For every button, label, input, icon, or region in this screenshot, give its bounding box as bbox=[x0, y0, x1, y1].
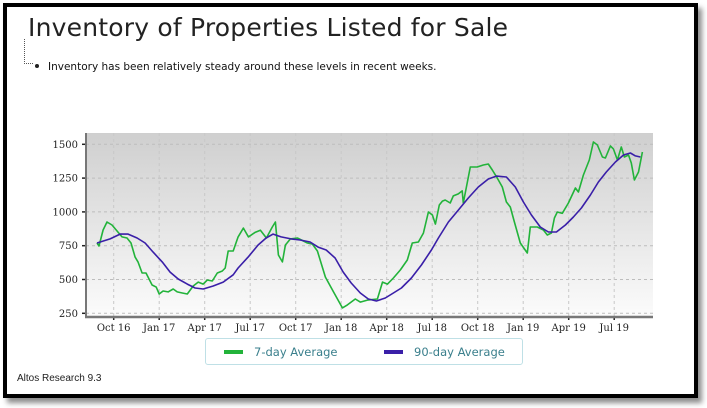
svg-text:250: 250 bbox=[59, 309, 78, 320]
svg-text:Apr 19: Apr 19 bbox=[551, 323, 586, 334]
svg-text:1000: 1000 bbox=[53, 207, 78, 218]
data-series bbox=[96, 141, 644, 309]
legend-label: 90-day Average bbox=[414, 344, 505, 359]
svg-text:Jan 19: Jan 19 bbox=[506, 323, 539, 334]
page-title: Inventory of Properties Listed for Sale bbox=[28, 13, 509, 42]
axes bbox=[82, 133, 653, 320]
legend-item-7-day[interactable]: 7-day Average bbox=[224, 339, 338, 364]
footer-source: Altos Research 9.3 bbox=[17, 373, 102, 384]
series-90-day-line bbox=[96, 152, 641, 302]
series-7-day-line bbox=[96, 141, 644, 309]
svg-text:750: 750 bbox=[59, 241, 78, 252]
y-axis-labels: 250 500 750 1000 1250 1500 bbox=[53, 140, 78, 320]
svg-text:Jan 18: Jan 18 bbox=[324, 323, 357, 334]
svg-text:1250: 1250 bbox=[53, 174, 78, 185]
svg-text:Oct 18: Oct 18 bbox=[461, 323, 495, 334]
bullet-connector bbox=[24, 39, 33, 64]
plot-area bbox=[86, 133, 653, 316]
svg-text:Oct 17: Oct 17 bbox=[279, 323, 313, 334]
green-line-swatch-icon bbox=[224, 349, 243, 354]
svg-text:Jul 17: Jul 17 bbox=[234, 323, 265, 334]
legend-item-90-day[interactable]: 90-day Average bbox=[384, 339, 505, 364]
purple-line-swatch-icon bbox=[384, 349, 403, 354]
legend-label: 7-day Average bbox=[254, 344, 338, 359]
x-axis-labels: Oct 16 Jan 17 Apr 17 Jul 17 Oct 17 Jan 18 Apr … bbox=[97, 323, 629, 334]
svg-text:Jul 18: Jul 18 bbox=[416, 323, 447, 334]
svg-text:Jul 19: Jul 19 bbox=[598, 323, 629, 334]
svg-text:Oct 16: Oct 16 bbox=[97, 323, 131, 334]
bullet-note: Inventory has been relatively steady aro… bbox=[48, 61, 437, 73]
bullet-icon bbox=[35, 64, 39, 68]
svg-text:500: 500 bbox=[59, 275, 78, 286]
svg-text:1500: 1500 bbox=[53, 140, 78, 151]
svg-text:Jan 17: Jan 17 bbox=[142, 323, 175, 334]
chart-legend: 7-day Average 90-day Average bbox=[205, 338, 523, 365]
svg-text:Apr 17: Apr 17 bbox=[187, 323, 222, 334]
svg-text:Apr 18: Apr 18 bbox=[369, 323, 404, 334]
